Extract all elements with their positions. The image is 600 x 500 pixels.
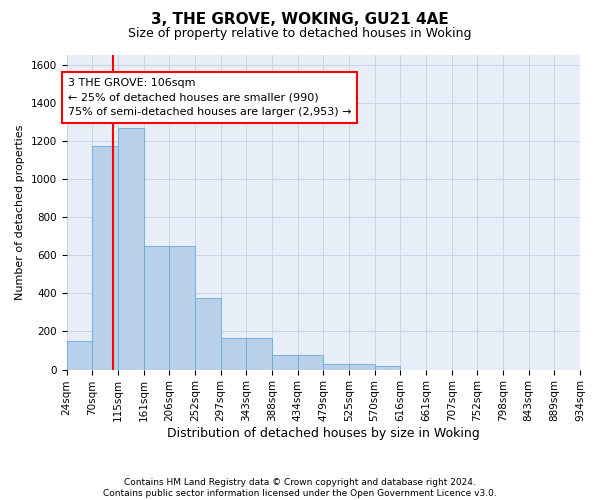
Bar — [92, 146, 118, 370]
Text: Contains HM Land Registry data © Crown copyright and database right 2024.
Contai: Contains HM Land Registry data © Crown c… — [103, 478, 497, 498]
Bar — [374, 366, 400, 370]
Text: 3, THE GROVE, WOKING, GU21 4AE: 3, THE GROVE, WOKING, GU21 4AE — [151, 12, 449, 28]
Y-axis label: Number of detached properties: Number of detached properties — [15, 124, 25, 300]
Text: 3 THE GROVE: 106sqm
← 25% of detached houses are smaller (990)
75% of semi-detac: 3 THE GROVE: 106sqm ← 25% of detached ho… — [68, 78, 352, 118]
Text: Size of property relative to detached houses in Woking: Size of property relative to detached ho… — [128, 28, 472, 40]
Bar — [221, 338, 246, 370]
Bar — [298, 356, 323, 370]
Bar — [143, 246, 169, 370]
X-axis label: Distribution of detached houses by size in Woking: Distribution of detached houses by size … — [167, 427, 479, 440]
Bar — [349, 364, 374, 370]
Bar — [118, 128, 143, 370]
Bar — [272, 356, 298, 370]
Bar — [246, 338, 272, 370]
Bar — [169, 246, 195, 370]
Bar — [323, 364, 349, 370]
Bar — [67, 341, 92, 370]
Bar — [195, 298, 221, 370]
